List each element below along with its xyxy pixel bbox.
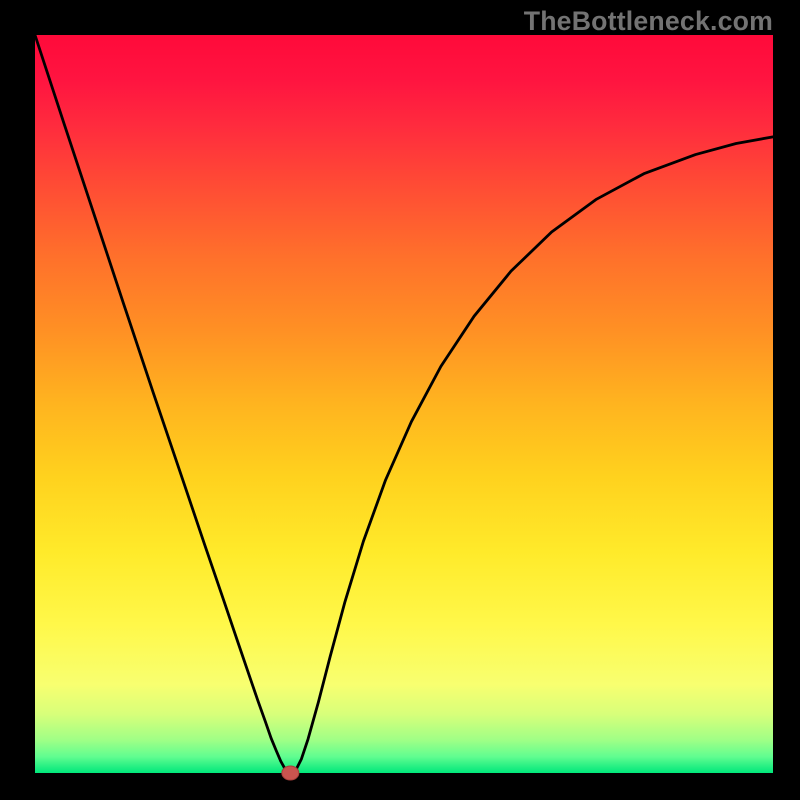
- watermark-text: TheBottleneck.com: [524, 6, 773, 37]
- plot-gradient: [35, 35, 773, 773]
- optimum-marker: [282, 766, 299, 780]
- chart-stage: TheBottleneck.com: [0, 0, 800, 800]
- chart-svg: [0, 0, 800, 800]
- background-fill: [0, 0, 800, 800]
- bottleneck-curve: [35, 35, 773, 773]
